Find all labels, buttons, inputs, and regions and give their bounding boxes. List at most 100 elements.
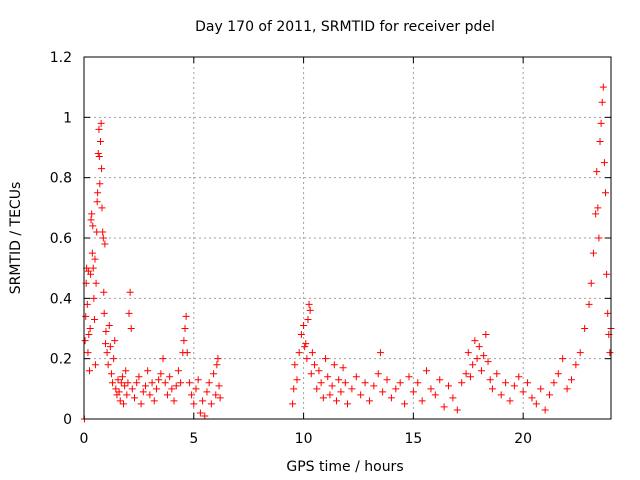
data-point [102, 340, 110, 348]
data-point [88, 210, 96, 218]
data-point [600, 159, 608, 167]
y-tick-label: 1 [63, 110, 72, 126]
data-point [572, 361, 580, 369]
data-point [144, 367, 152, 375]
data-point [383, 376, 391, 384]
y-tick-label: 0.8 [50, 171, 72, 187]
data-point [593, 168, 601, 176]
data-point [291, 361, 299, 369]
data-point [112, 385, 120, 393]
x-tick-label: 10 [295, 431, 313, 447]
data-point [103, 349, 111, 357]
data-point [374, 370, 382, 378]
data-point [105, 321, 113, 329]
data-point [469, 361, 477, 369]
data-point [302, 340, 310, 348]
points-layer [80, 83, 615, 423]
data-point [594, 204, 602, 212]
data-point [85, 331, 93, 339]
ticks-layer: 0 0.2 0.4 0.6 0.8 1 1.2 0 5 10 15 20 [50, 50, 611, 447]
data-point [135, 373, 143, 381]
data-point [339, 364, 347, 372]
data-point [581, 325, 589, 332]
data-point [313, 385, 321, 393]
data-point [139, 388, 147, 396]
data-point [528, 394, 536, 402]
data-point [91, 315, 99, 323]
data-point [603, 270, 611, 278]
data-point [387, 394, 395, 402]
data-point [150, 397, 158, 405]
data-point [118, 373, 126, 381]
data-point [445, 382, 453, 390]
data-point [328, 382, 336, 390]
data-point [497, 391, 505, 399]
data-point [125, 309, 133, 317]
data-point [348, 385, 356, 393]
data-point [212, 391, 220, 399]
x-tick-label: 0 [80, 431, 89, 447]
data-point [537, 385, 545, 393]
data-point [361, 379, 369, 387]
data-point [449, 394, 457, 402]
data-point [100, 288, 108, 296]
data-point [213, 361, 221, 369]
data-point [532, 400, 540, 408]
data-point [163, 391, 171, 399]
data-point [182, 312, 190, 320]
x-tick-label: 20 [514, 431, 532, 447]
data-point [304, 315, 312, 323]
data-point [335, 376, 343, 384]
data-point [215, 382, 223, 390]
data-point [148, 379, 156, 387]
data-point [194, 376, 202, 384]
data-point [97, 119, 105, 127]
data-point [606, 349, 614, 357]
y-tick-label: 0.4 [50, 291, 72, 307]
data-point [293, 376, 301, 384]
data-point [409, 388, 417, 396]
data-point [96, 137, 104, 145]
data-point [357, 391, 365, 399]
data-point [396, 379, 404, 387]
data-point [106, 343, 114, 351]
data-point [604, 309, 612, 317]
data-point [587, 279, 595, 287]
data-point [91, 255, 99, 263]
data-point [126, 288, 134, 296]
data-point [289, 400, 297, 408]
data-point [183, 349, 191, 357]
data-point [88, 249, 96, 257]
data-point [100, 309, 108, 317]
data-point [602, 189, 610, 197]
data-point [324, 373, 332, 381]
data-point [370, 382, 378, 390]
data-point [330, 361, 338, 369]
y-axis-label: SRMTID / TECUs [8, 182, 24, 295]
data-point [95, 153, 103, 161]
data-point [207, 400, 215, 408]
data-point [427, 385, 435, 393]
y-tick-label: 0.6 [50, 231, 72, 247]
data-point [303, 355, 311, 363]
data-point [290, 385, 298, 393]
data-point [462, 370, 470, 378]
data-point [116, 397, 124, 405]
data-point [124, 379, 132, 387]
data-point [510, 382, 518, 390]
data-point [352, 373, 360, 381]
data-point [482, 331, 490, 339]
x-tick-label: 5 [189, 431, 198, 447]
data-point [519, 388, 527, 396]
data-point [216, 394, 224, 402]
data-point [300, 321, 308, 329]
data-point [205, 379, 213, 387]
data-point [185, 379, 193, 387]
data-point [301, 343, 309, 351]
data-point [87, 216, 95, 224]
data-point [84, 349, 92, 357]
data-point [317, 379, 325, 387]
data-point [94, 189, 102, 197]
data-point [93, 198, 101, 206]
